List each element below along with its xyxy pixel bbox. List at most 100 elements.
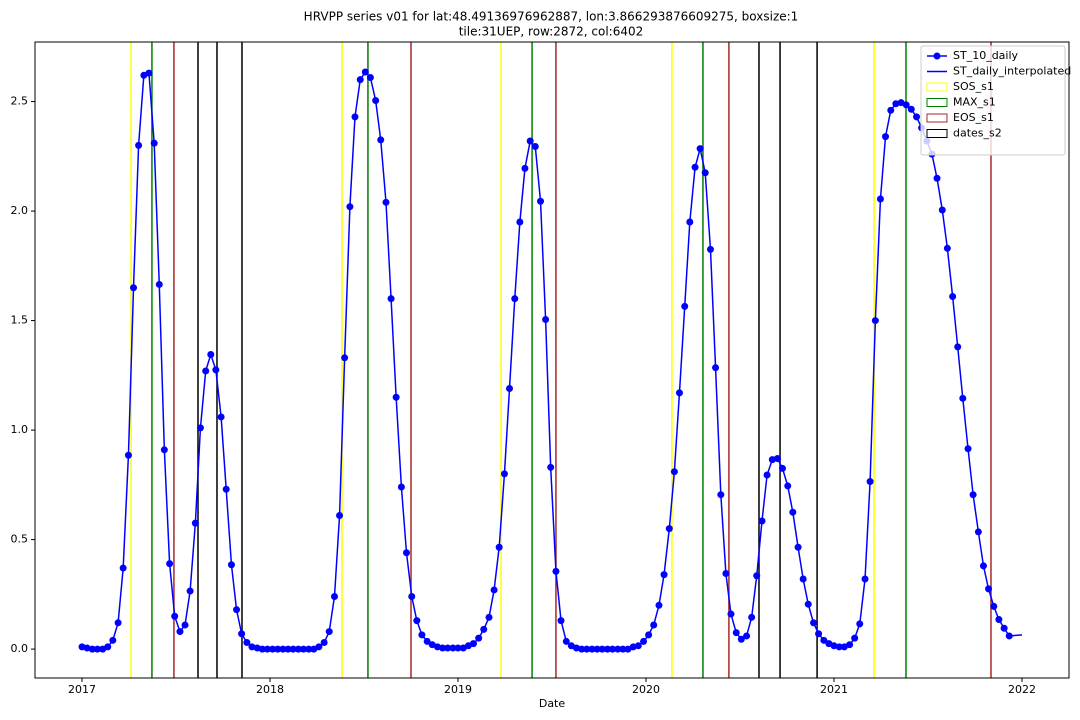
data-point — [846, 641, 854, 649]
data-point — [469, 640, 477, 648]
data-point — [372, 96, 380, 104]
legend-frame — [920, 45, 1066, 156]
data-point — [305, 645, 313, 653]
data-point — [974, 528, 982, 536]
data-point — [691, 163, 699, 171]
data-point — [933, 174, 941, 182]
data-point — [243, 639, 251, 647]
data-point — [269, 645, 277, 653]
data-point — [145, 69, 153, 77]
y-tick-label: 0.5 — [11, 533, 29, 546]
data-point — [985, 585, 993, 593]
data-point — [475, 634, 483, 642]
data-point — [171, 612, 179, 620]
data-point — [609, 645, 617, 653]
data-point — [820, 636, 828, 644]
x-tick-label: 2022 — [1008, 683, 1036, 696]
data-point — [763, 471, 771, 479]
legend-label: ST_daily_interpolated — [953, 65, 1071, 78]
x-tick-label: 2020 — [632, 683, 660, 696]
x-tick-label: 2017 — [68, 683, 96, 696]
y-tick-label: 1.0 — [11, 423, 29, 436]
data-point — [727, 610, 735, 618]
data-point — [233, 606, 241, 614]
data-point — [598, 645, 606, 653]
data-point — [423, 637, 431, 645]
data-point — [675, 389, 683, 397]
data-point — [804, 600, 812, 608]
data-point — [294, 645, 302, 653]
data-point — [93, 645, 101, 653]
data-point — [913, 113, 921, 121]
data-point — [207, 351, 215, 359]
data-point — [562, 637, 570, 645]
data-point — [130, 284, 138, 292]
data-point — [119, 564, 127, 572]
data-point — [871, 317, 879, 325]
data-point — [449, 644, 457, 652]
data-point — [583, 645, 591, 653]
data-point — [949, 292, 957, 300]
data-point — [428, 641, 436, 649]
data-point — [758, 517, 766, 525]
data-point — [480, 625, 488, 633]
data-point — [408, 593, 416, 601]
data-point — [377, 136, 385, 144]
data-point — [789, 508, 797, 516]
data-point — [830, 642, 838, 650]
data-point — [552, 567, 560, 575]
data-point — [186, 587, 194, 595]
data-point — [181, 621, 189, 629]
data-point — [284, 645, 292, 653]
series-line — [81, 70, 1010, 650]
data-point — [325, 628, 333, 636]
data-point — [557, 617, 565, 625]
data-point — [155, 280, 163, 288]
data-point — [773, 455, 781, 463]
data-point — [366, 73, 374, 81]
data-point — [413, 617, 421, 625]
data-point — [902, 101, 910, 109]
data-point — [882, 133, 890, 141]
data-point — [279, 645, 287, 653]
data-point — [511, 295, 519, 303]
data-point — [907, 105, 915, 113]
data-point — [485, 613, 493, 621]
data-point — [238, 630, 246, 638]
data-point — [815, 630, 823, 638]
data-point — [810, 619, 818, 627]
data-point — [191, 519, 199, 527]
data-point — [227, 561, 235, 569]
data-point — [299, 645, 307, 653]
y-tick-label: 2.0 — [11, 204, 29, 217]
data-point — [660, 571, 668, 579]
data-point — [706, 245, 714, 253]
data-point — [176, 628, 184, 636]
data-point — [670, 468, 678, 476]
data-point — [263, 645, 271, 653]
data-point — [114, 619, 122, 627]
data-point — [603, 645, 611, 653]
data-point — [202, 367, 210, 375]
legend-marker — [933, 52, 941, 60]
data-point — [217, 413, 225, 421]
data-point — [104, 643, 112, 651]
data-point — [490, 586, 498, 594]
data-point — [778, 464, 786, 472]
data-point — [959, 394, 967, 402]
data-point — [866, 478, 874, 486]
data-point — [547, 463, 555, 471]
data-point — [640, 637, 648, 645]
x-tick-label: 2018 — [256, 683, 284, 696]
data-point — [634, 642, 642, 650]
data-point — [861, 575, 869, 583]
data-point — [799, 575, 807, 583]
data-point — [614, 645, 622, 653]
data-point — [289, 645, 297, 653]
data-point — [83, 644, 91, 652]
data-point — [521, 164, 529, 172]
data-point — [732, 629, 740, 637]
data-point — [593, 645, 601, 653]
data-point — [135, 141, 143, 149]
data-point — [542, 315, 550, 323]
